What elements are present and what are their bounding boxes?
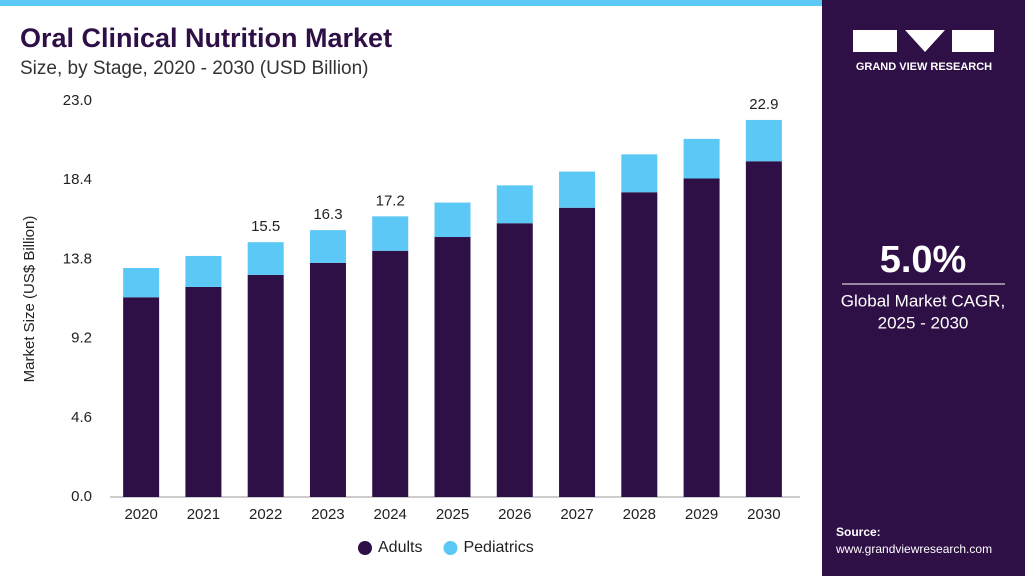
bar-segment xyxy=(309,230,346,263)
x-tick-label: 2020 xyxy=(124,506,157,523)
legend-marker xyxy=(443,541,458,555)
bar-segment xyxy=(496,185,533,224)
bar-segment xyxy=(185,286,222,497)
bar-segment xyxy=(309,262,346,497)
logo-shape xyxy=(952,30,994,52)
x-tick-label: 2028 xyxy=(623,506,656,523)
source-label: Source: xyxy=(836,525,881,539)
side-panel xyxy=(822,0,1025,576)
y-tick-label: 18.4 xyxy=(63,171,92,188)
bar-segment xyxy=(123,268,160,298)
x-tick-label: 2022 xyxy=(249,506,282,523)
cagr-value: 5.0% xyxy=(880,239,967,281)
y-tick-label: 13.8 xyxy=(63,250,92,267)
legend-label: Adults xyxy=(378,539,422,556)
bar-segment xyxy=(559,171,596,208)
logo-shape xyxy=(853,30,897,52)
bar-segment xyxy=(372,216,409,251)
total-label: 22.9 xyxy=(749,96,778,113)
x-tick-label: 2021 xyxy=(187,506,220,523)
chart-title: Oral Clinical Nutrition Market xyxy=(20,23,392,53)
x-tick-label: 2029 xyxy=(685,506,718,523)
bar-segment xyxy=(559,207,596,497)
y-axis-label: Market Size (US$ Billion) xyxy=(21,216,38,383)
total-label: 15.5 xyxy=(251,218,280,235)
legend-marker xyxy=(358,541,372,555)
bar-segment xyxy=(745,161,782,497)
total-label: 17.2 xyxy=(376,192,405,209)
logo xyxy=(853,30,994,52)
y-tick-label: 4.6 xyxy=(71,409,92,426)
x-tick-label: 2025 xyxy=(436,506,469,523)
top-stripe xyxy=(0,0,822,6)
x-tick-label: 2026 xyxy=(498,506,531,523)
x-tick-label: 2023 xyxy=(311,506,344,523)
source-url: www.grandviewresearch.com xyxy=(835,542,992,556)
y-tick-label: 0.0 xyxy=(71,488,92,505)
cagr-label: Global Market CAGR, xyxy=(841,291,1005,310)
bar-segment xyxy=(185,255,222,287)
bar-segment xyxy=(434,237,471,497)
bar-segment xyxy=(372,250,409,497)
bar-segment xyxy=(621,192,658,497)
bar-segment xyxy=(247,242,284,275)
bar-segment xyxy=(683,138,720,179)
cagr-period: 2025 - 2030 xyxy=(878,313,969,332)
bar-segment xyxy=(621,154,658,193)
brand: GRAND VIEW RESEARCH xyxy=(856,61,992,73)
total-label: 16.3 xyxy=(313,206,342,223)
bar-segment xyxy=(434,202,471,238)
legend-label: Pediatrics xyxy=(463,539,533,556)
x-tick-label: 2030 xyxy=(747,506,780,523)
y-tick-label: 23.0 xyxy=(63,92,92,109)
x-tick-label: 2027 xyxy=(560,506,593,523)
bar-segment xyxy=(683,178,720,497)
x-tick-label: 2024 xyxy=(374,506,407,523)
bar-segment xyxy=(745,119,782,162)
logo-shape xyxy=(905,30,945,52)
bar-segment xyxy=(496,223,533,498)
y-tick-label: 9.2 xyxy=(71,330,92,347)
bar-segment xyxy=(247,274,284,497)
bar-segment xyxy=(123,297,160,497)
chart-subtitle: Size, by Stage, 2020 - 2030 (USD Billion… xyxy=(20,58,369,79)
